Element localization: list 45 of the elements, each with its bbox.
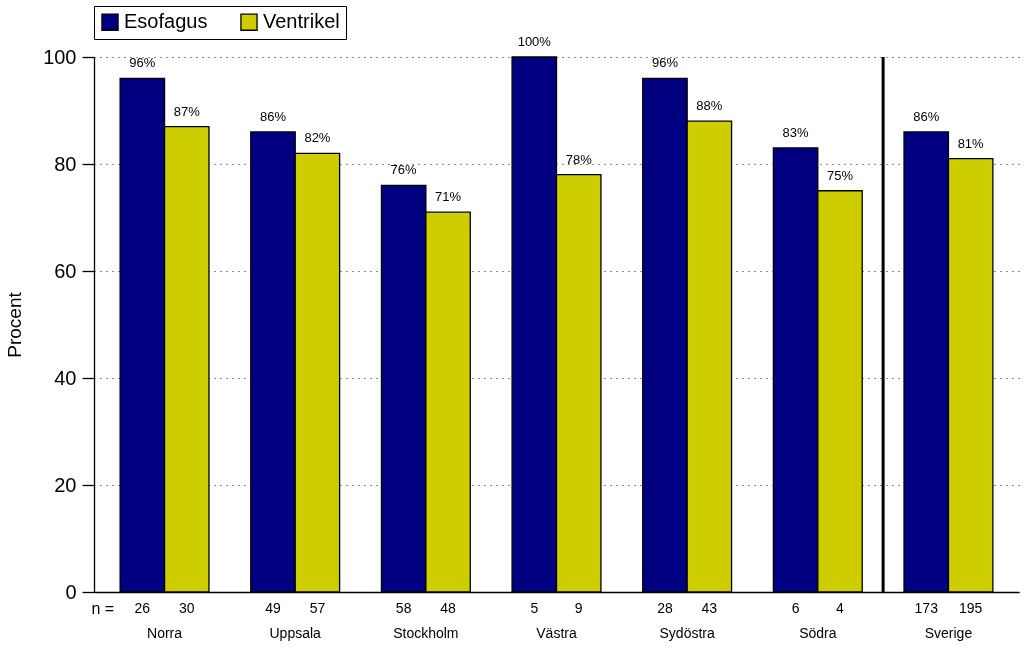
data-label: 87% [173, 103, 201, 119]
y-tick-label: 0 [65, 580, 77, 603]
text: 4 [836, 600, 845, 616]
legend-label: Esofagus [124, 10, 208, 33]
y-tick-label: 40 [54, 366, 77, 389]
text: 58 [395, 600, 412, 616]
x-tick-label: Uppsala [269, 624, 322, 641]
data-label: 86% [913, 108, 940, 124]
text: 48 [440, 600, 457, 616]
text: 26 [134, 600, 151, 616]
data-label: 78% [565, 151, 593, 167]
text: 9 [574, 600, 583, 616]
text: 6 [791, 600, 800, 616]
x-tick-label: Sydöstra [659, 624, 715, 641]
data-label: 71% [435, 189, 462, 205]
text: 43 [701, 600, 718, 616]
text: 28 [657, 600, 673, 616]
legend-label: Ventrikel [263, 10, 340, 33]
y-tick-label: 60 [54, 259, 77, 282]
x-tick-label: Södra [799, 624, 837, 641]
y-tick-label: 100 [43, 45, 77, 68]
x-tick-label: Sverige [924, 624, 973, 641]
y-tick-label: 80 [54, 152, 77, 175]
data-label: 86% [259, 108, 287, 124]
text: n = [91, 600, 115, 617]
x-tick-label: Norra [147, 624, 183, 641]
data-label: 88% [696, 98, 723, 114]
text: 57 [309, 600, 326, 616]
text: 173 [914, 600, 939, 616]
text: 30 [178, 600, 195, 616]
y-axis-title: Procent [4, 291, 26, 358]
data-label: 75% [826, 167, 854, 183]
x-tick-label: Västra [536, 624, 577, 641]
text: 49 [265, 600, 281, 616]
data-label: 82% [304, 130, 331, 146]
data-label: 96% [129, 55, 156, 71]
data-label: 76% [390, 162, 418, 178]
y-tick-label: 20 [54, 473, 77, 496]
data-label: 81% [957, 135, 985, 151]
x-tick-label: Stockholm [393, 624, 459, 641]
text: 5 [530, 600, 539, 616]
data-label: 83% [782, 124, 810, 140]
text: 195 [958, 600, 983, 616]
data-label: 96% [651, 55, 679, 71]
data-label: 100% [517, 34, 552, 49]
